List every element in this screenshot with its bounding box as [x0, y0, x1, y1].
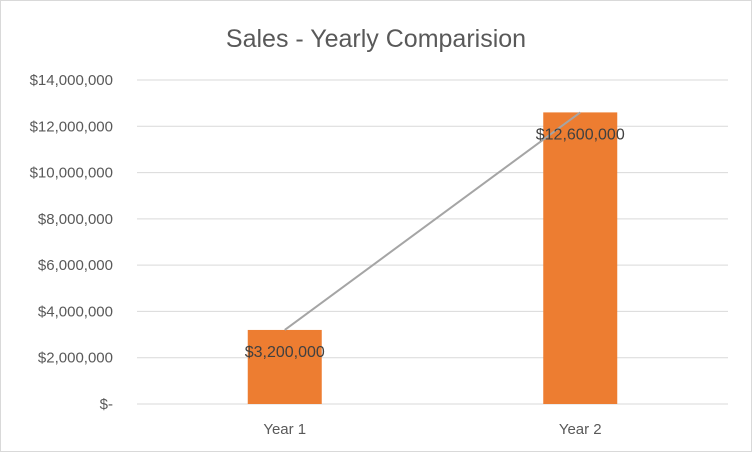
x-tick-label: Year 1	[263, 421, 306, 438]
data-label: $12,600,000	[536, 126, 625, 143]
y-tick-label: $-	[100, 396, 113, 413]
data-labels: $3,200,000 $12,600,000	[245, 126, 625, 361]
bar	[247, 329, 322, 404]
chart-title: Sales - Yearly Comparision	[226, 25, 526, 53]
y-tick-label: $10,000,000	[30, 165, 113, 182]
x-axis-ticks: Year 1 Year 2	[263, 421, 601, 438]
gridlines	[137, 79, 728, 405]
bar	[543, 112, 618, 405]
y-tick-label: $8,000,000	[38, 211, 113, 228]
bars	[247, 112, 618, 405]
series-line	[284, 111, 581, 331]
y-tick-label: $6,000,000	[38, 257, 113, 274]
data-label: $3,200,000	[245, 344, 325, 361]
y-axis-ticks: $- $2,000,000 $4,000,000 $6,000,000 $8,000,0…	[30, 72, 113, 413]
x-tick-label: Year 2	[559, 421, 602, 438]
y-tick-label: $2,000,000	[38, 350, 113, 367]
y-tick-label: $4,000,000	[38, 303, 113, 320]
y-tick-label: $12,000,000	[30, 118, 113, 135]
y-tick-label: $14,000,000	[30, 72, 113, 89]
trend-line	[284, 111, 581, 331]
